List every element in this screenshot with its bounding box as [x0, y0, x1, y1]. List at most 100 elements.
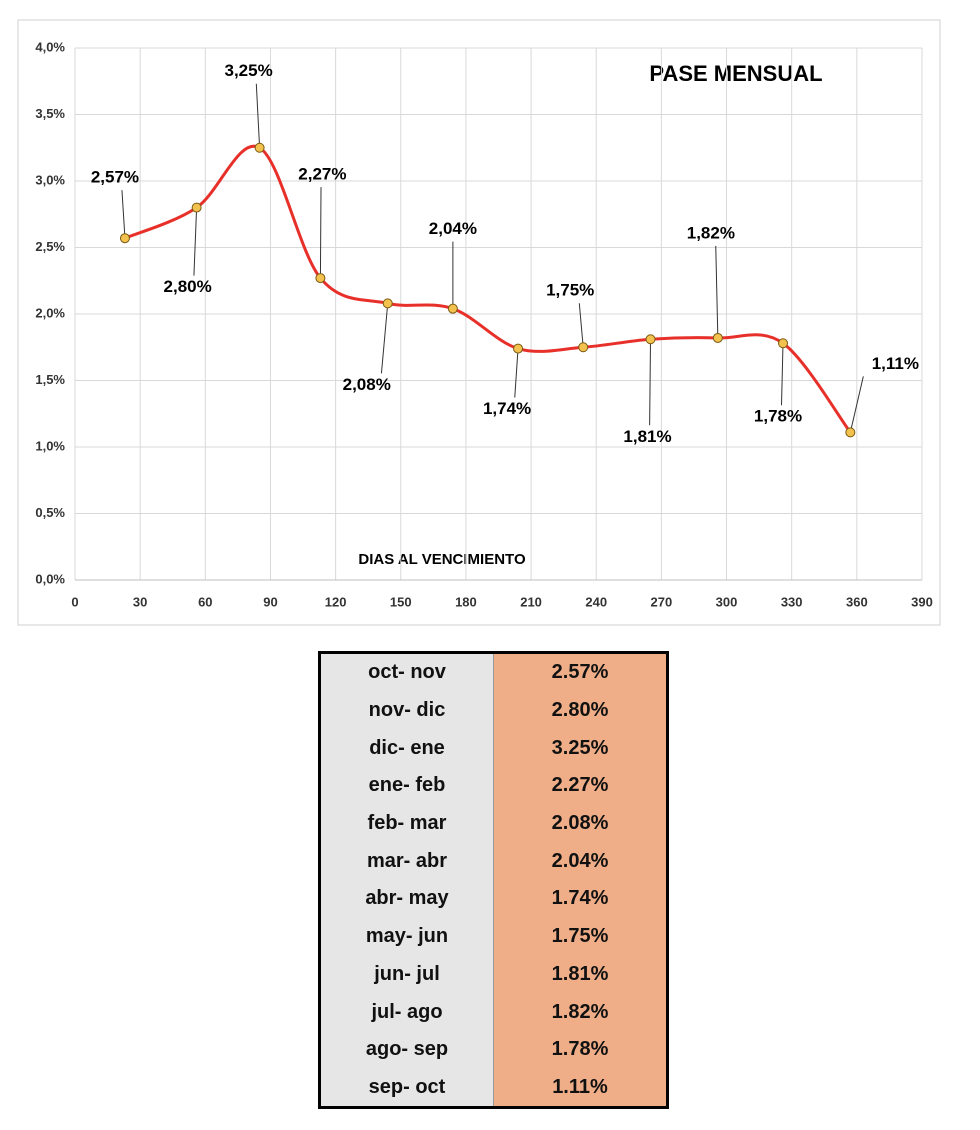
table-row: ene- feb 2.27% [319, 767, 668, 805]
data-label: 1,81% [623, 427, 671, 446]
y-tick-label: 4,0% [35, 39, 65, 54]
marker [382, 298, 393, 309]
chart-title: PASE MENSUAL [649, 61, 822, 86]
table-row: abr- may 1.74% [319, 880, 668, 918]
x-tick-label: 240 [585, 594, 607, 609]
data-label: 1,78% [754, 407, 802, 426]
x-tick-label: 300 [716, 594, 738, 609]
y-tick-label: 3,0% [35, 172, 65, 187]
leader-line [781, 343, 784, 406]
marker [645, 334, 656, 345]
rate-cell: 2.80% [493, 691, 668, 730]
x-axis-title: DIAS AL VENCIMIENTO [358, 551, 526, 568]
table-row: ago- sep 1.78% [319, 1030, 668, 1069]
leader-line [121, 190, 126, 239]
rate-cell: 3.25% [493, 729, 668, 768]
rate-cell: 2.27% [493, 767, 668, 805]
period-cell: ene- feb [319, 767, 494, 805]
leader-line [380, 303, 389, 374]
rate-cell: 2.57% [493, 652, 668, 692]
x-tick-label: 0 [71, 594, 78, 609]
x-tick-label: 360 [846, 594, 868, 609]
y-tick-label: 3,5% [35, 106, 65, 121]
table-row: oct- nov 2.57% [319, 652, 668, 692]
period-cell: mar- abr [319, 842, 494, 881]
period-cell: nov- dic [319, 691, 494, 730]
table: oct- nov 2.57% nov- dic 2.80% dic- ene 3.25% e… [318, 651, 669, 1110]
x-tick-label: 330 [781, 594, 803, 609]
x-tick-label: 30 [133, 594, 147, 609]
rate-cell: 1.75% [493, 917, 668, 956]
chart: PASE MENSUAL DIAS AL VENCIMIENTO 0,0% 0,5… [17, 19, 941, 626]
x-tick-label: 390 [911, 594, 933, 609]
rate-cell: 2.04% [493, 842, 668, 881]
leader-line [193, 207, 198, 276]
period-cell: abr- may [319, 880, 494, 918]
series-line [124, 144, 852, 434]
data-label: 1,74% [483, 399, 531, 418]
marker [447, 303, 458, 314]
data-label: 1,75% [546, 281, 594, 300]
period-cell: ago- sep [319, 1030, 494, 1069]
x-tick-label: 180 [455, 594, 477, 609]
leader-line [255, 83, 261, 148]
table-row: feb- mar 2.08% [319, 804, 668, 843]
marker [778, 338, 789, 349]
x-tick-label: 90 [263, 594, 277, 609]
leader-line [319, 187, 322, 279]
data-label: 1,11% [872, 354, 919, 373]
marker [254, 142, 265, 153]
x-tick-label: 210 [520, 594, 542, 609]
data-label: 2,57% [91, 168, 139, 187]
period-cell: jul- ago [319, 993, 494, 1031]
y-tick-label: 0,5% [35, 505, 65, 520]
x-tick-label: 150 [390, 594, 412, 609]
marker [315, 273, 326, 284]
period-cell: may- jun [319, 917, 494, 956]
y-tick-label: 1,5% [35, 372, 65, 387]
y-tick-label: 2,0% [35, 305, 65, 320]
data-label: 2,04% [429, 219, 477, 238]
period-cell: oct- nov [319, 652, 494, 692]
rate-cell: 1.81% [493, 955, 668, 994]
marker [119, 233, 130, 244]
table-row: jun- jul 1.81% [319, 955, 668, 994]
table-row: sep- oct 1.11% [319, 1068, 668, 1108]
table-row: dic- ene 3.25% [319, 729, 668, 768]
y-tick-label: 2,5% [35, 239, 65, 254]
rate-cell: 1.78% [493, 1030, 668, 1069]
y-tick-label: 0,0% [35, 571, 65, 586]
leader-line [715, 245, 719, 338]
marker [845, 427, 856, 438]
rate-cell: 1.82% [493, 993, 668, 1031]
marker [578, 342, 589, 353]
rate-cell: 1.74% [493, 880, 668, 918]
data-label: 1,82% [687, 223, 735, 242]
period-cell: sep- oct [319, 1068, 494, 1108]
table-row: nov- dic 2.80% [319, 691, 668, 730]
data-label: 2,80% [164, 277, 212, 296]
x-tick-label: 270 [651, 594, 673, 609]
leader-line [649, 339, 652, 426]
data-label: 3,25% [225, 61, 273, 80]
marker [712, 332, 723, 343]
table-row: may- jun 1.75% [319, 917, 668, 956]
leader-line [849, 376, 864, 433]
marker [513, 343, 524, 354]
marker [191, 202, 202, 213]
y-tick-label: 1,0% [35, 438, 65, 453]
x-tick-label: 60 [198, 594, 212, 609]
rate-cell: 2.08% [493, 804, 668, 843]
x-tick-label: 120 [325, 594, 347, 609]
rate-cell: 1.11% [493, 1068, 668, 1108]
period-cell: dic- ene [319, 729, 494, 768]
leader-line [578, 303, 584, 348]
data-label: 2,27% [298, 165, 346, 184]
table-row: mar- abr 2.04% [319, 842, 668, 881]
table-row: jul- ago 1.82% [319, 993, 668, 1031]
data-label: 2,08% [343, 375, 391, 394]
leader-line [514, 348, 519, 398]
period-cell: feb- mar [319, 804, 494, 843]
period-cell: jun- jul [319, 955, 494, 994]
